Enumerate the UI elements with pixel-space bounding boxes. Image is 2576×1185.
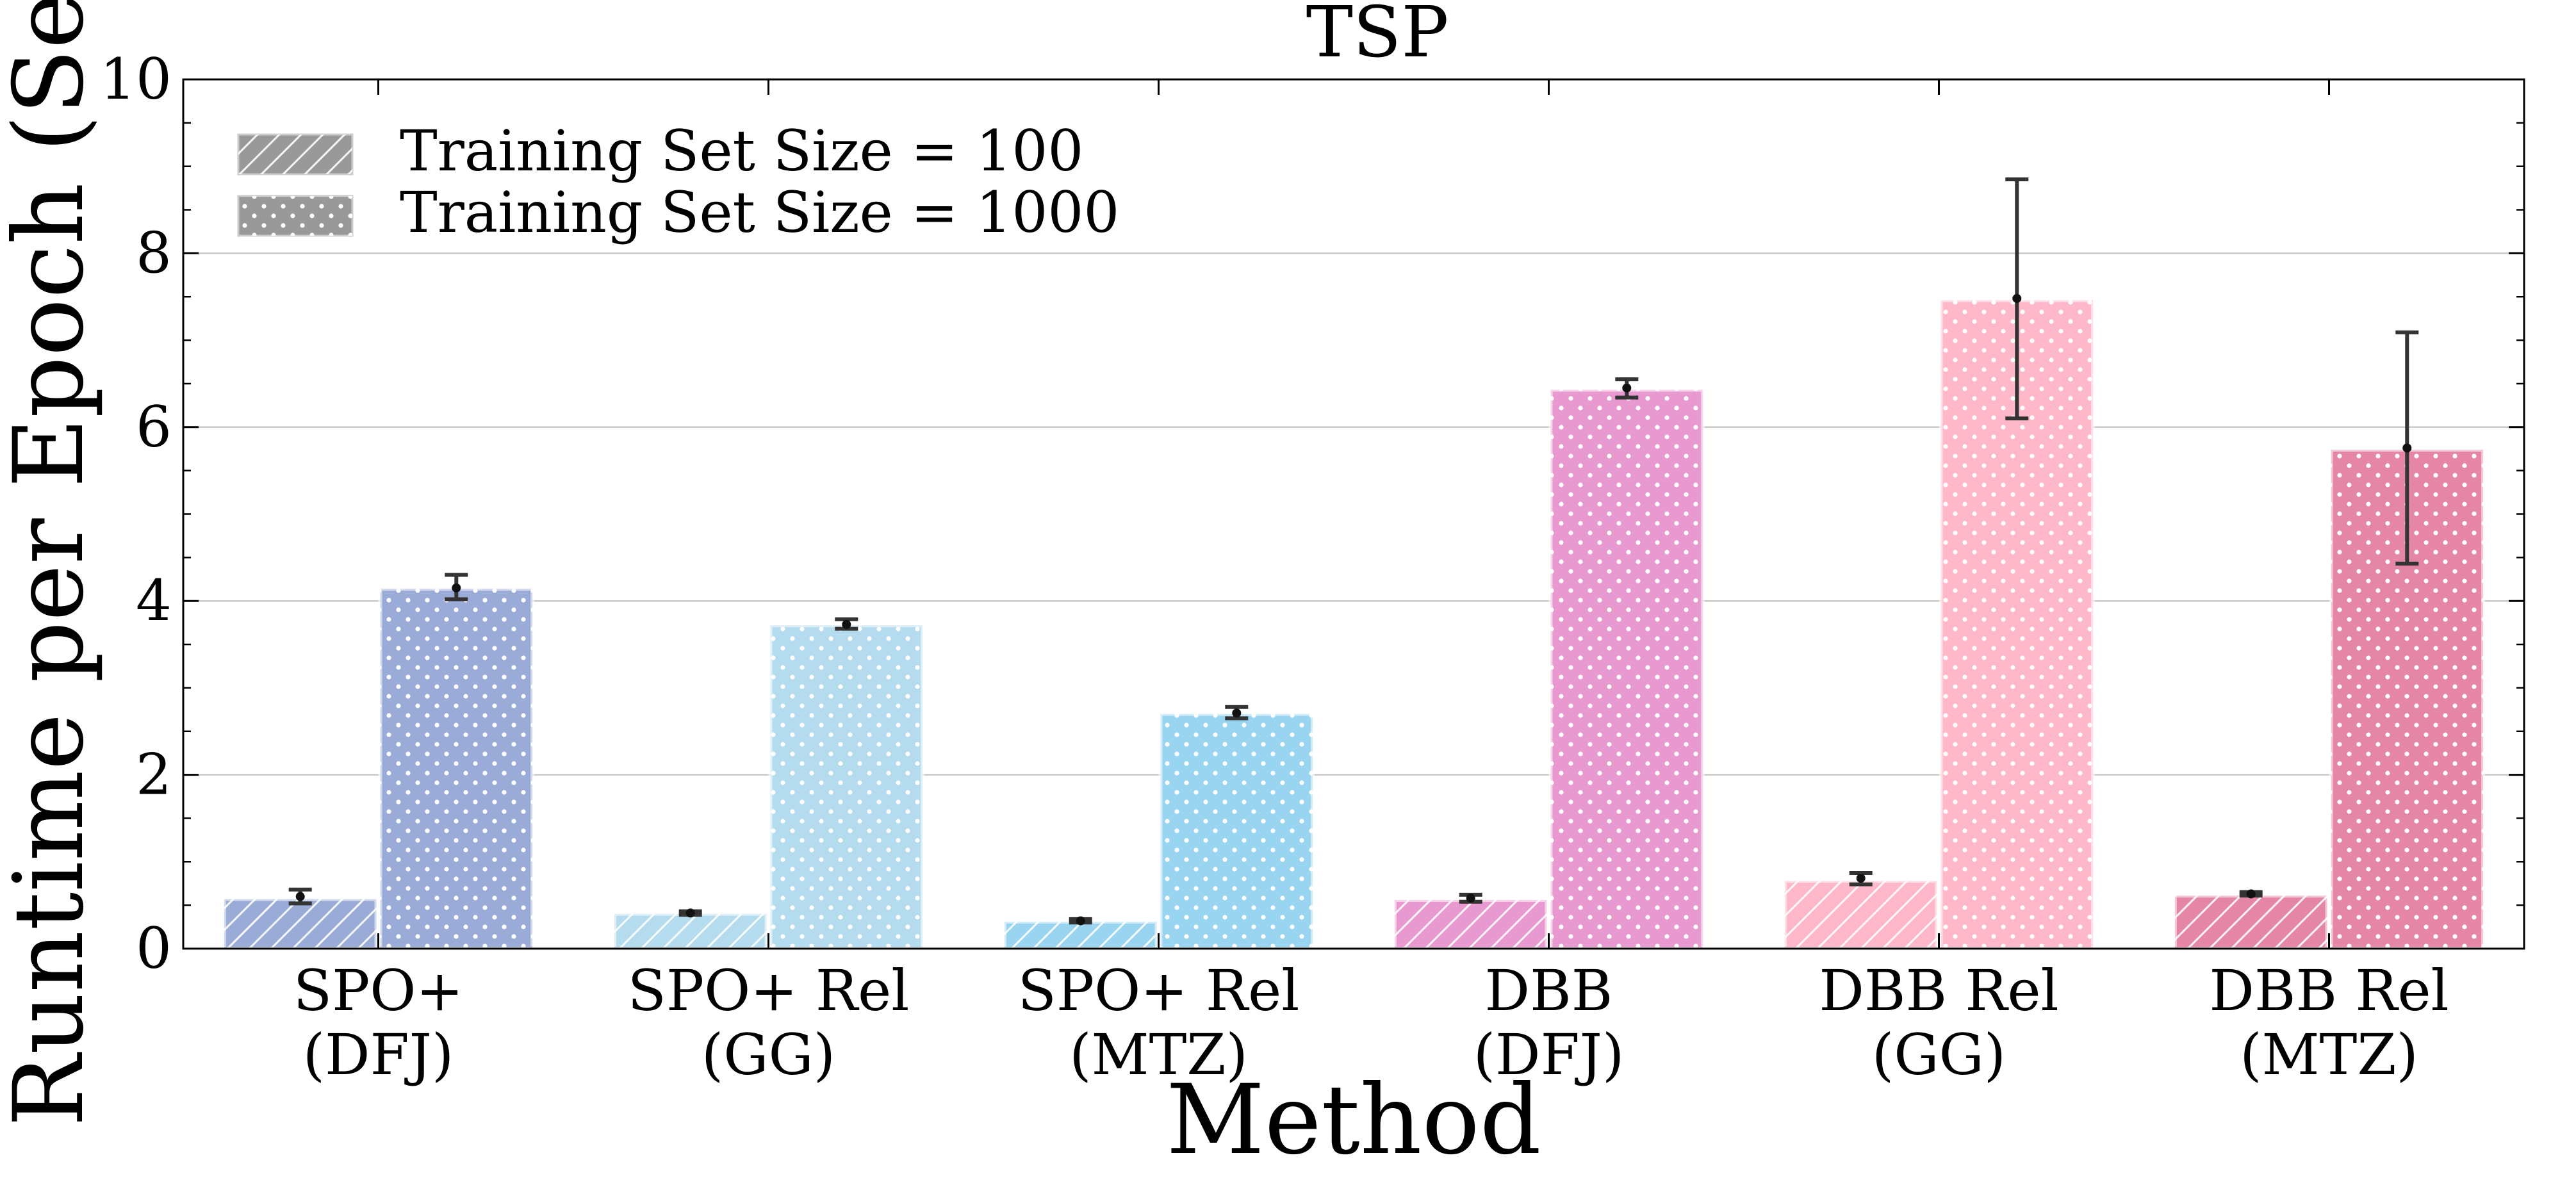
x-tick-label-line2: (DFJ) [303, 1022, 454, 1088]
x-tick-label-line2: (MTZ) [2240, 1022, 2418, 1088]
error-bars-layer [288, 177, 2419, 926]
bar-pattern [1160, 714, 1313, 949]
mean-point [2402, 443, 2412, 453]
y-tick-label: 0 [136, 915, 172, 981]
legend-label-size-100: Training Set Size = 100 [400, 118, 1083, 184]
bar-pattern [614, 913, 767, 949]
y-tick-labels: 0 2 4 6 8 10 [100, 46, 172, 981]
y-tick-label: 4 [136, 568, 172, 633]
x-tick-label-line2: (DFJ) [1473, 1022, 1625, 1088]
bar-pattern [1004, 921, 1157, 949]
mean-point [1622, 383, 1632, 393]
y-tick-label: 10 [100, 46, 172, 112]
legend-label-size-1000: Training Set Size = 1000 [400, 179, 1119, 245]
y-axis-label: Runtime per Epoch (Sec) [0, 0, 105, 1127]
gridlines [183, 252, 2524, 776]
y-tick-label: 6 [136, 394, 172, 460]
mean-point [295, 892, 305, 901]
x-tick-label-line1: DBB Rel [2209, 958, 2449, 1024]
x-tick-label-line1: SPO+ Rel [628, 958, 910, 1024]
bar-pattern [1784, 881, 1937, 949]
bar-pattern [224, 899, 377, 949]
legend: Training Set Size = 100 Training Set Siz… [237, 118, 1119, 245]
mean-point [2012, 293, 2022, 303]
x-tick-label-line1: DBB [1485, 958, 1613, 1024]
bar-pattern [2174, 895, 2327, 949]
bar-pattern [1550, 389, 1703, 949]
x-tick-label-line2: (GG) [701, 1022, 835, 1088]
legend-swatch-dots-pattern [238, 196, 352, 236]
mean-point [1232, 708, 1242, 718]
mean-point [452, 583, 461, 592]
x-tick-label-line1: SPO+ [293, 958, 463, 1024]
chart-title: TSP [1306, 0, 1449, 73]
x-tick-label-line2: (GG) [1872, 1022, 2006, 1088]
mean-point [1856, 874, 1866, 883]
bar-pattern [770, 625, 923, 949]
mean-point [685, 908, 695, 918]
bar-pattern [1394, 900, 1547, 949]
mean-point [842, 619, 851, 629]
mean-point [2246, 889, 2256, 899]
x-axis-label: Method [1166, 1065, 1541, 1176]
y-tick-label: 2 [136, 742, 172, 808]
mean-point [1076, 916, 1085, 926]
y-tick-label: 8 [136, 220, 172, 286]
axis-ticks [183, 78, 2524, 950]
x-tick-label-line1: SPO+ Rel [1018, 958, 1300, 1024]
x-tick-labels: SPO+(DFJ)SPO+ Rel(GG)SPO+ Rel(MTZ)DBB(DF… [293, 958, 2449, 1088]
x-tick-label-line2: (MTZ) [1069, 1022, 1248, 1088]
bars-layer [222, 298, 2486, 949]
bar-pattern [380, 589, 533, 949]
legend-swatch-hatch-pattern [238, 135, 352, 174]
x-tick-label-line1: DBB Rel [1819, 958, 2058, 1024]
mean-point [1466, 894, 1475, 903]
